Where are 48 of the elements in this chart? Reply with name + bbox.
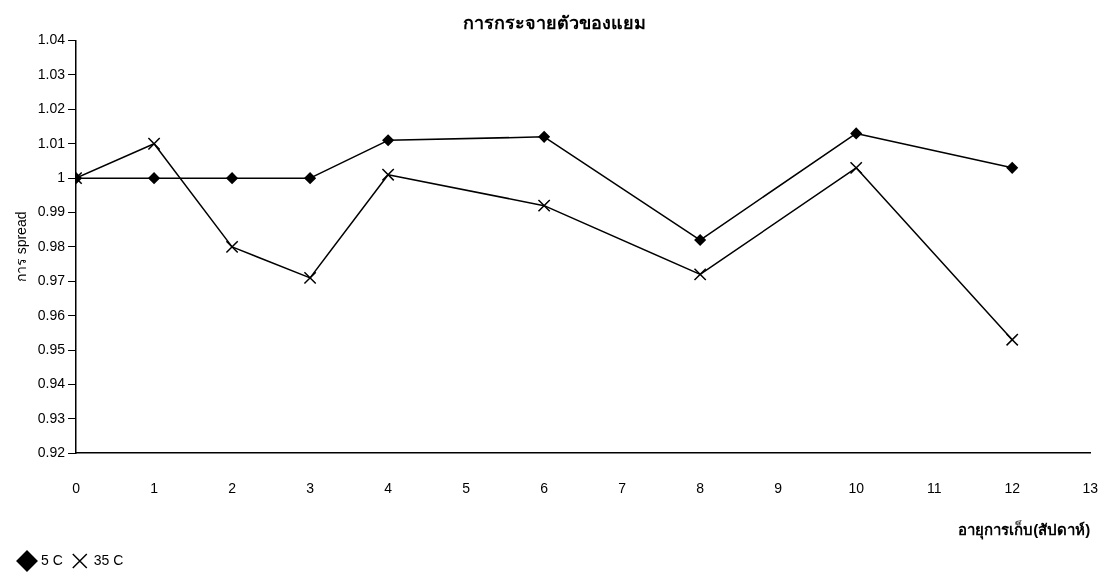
point bbox=[382, 134, 394, 147]
x-tick-label: 1 bbox=[150, 480, 159, 497]
x-tick-label: 6 bbox=[540, 480, 549, 497]
point bbox=[694, 234, 706, 246]
y-tick-label: 0.99 bbox=[37, 203, 66, 220]
y-tick-label: 1.01 bbox=[37, 134, 66, 151]
y-tick-label: 1.02 bbox=[37, 100, 66, 117]
x-tick-label: 3 bbox=[306, 480, 315, 497]
x-tick-label: 7 bbox=[618, 480, 627, 497]
x-tick-label: 12 bbox=[1004, 480, 1021, 497]
point bbox=[304, 172, 316, 184]
y-tick-label: 0.94 bbox=[37, 375, 66, 392]
point bbox=[1005, 333, 1019, 347]
x-tick-label: 13 bbox=[1082, 480, 1099, 497]
y-tick-label: 0.98 bbox=[37, 237, 66, 254]
point bbox=[1006, 162, 1018, 174]
point bbox=[225, 240, 239, 254]
point bbox=[850, 127, 862, 140]
y-tick-label: 1.03 bbox=[37, 65, 66, 82]
x-tick-label: 0 bbox=[72, 480, 81, 497]
x-tick-label: 2 bbox=[228, 480, 237, 497]
legend-label: 35 C bbox=[93, 551, 124, 568]
chart-title: การกระจายตัวของแยม bbox=[462, 12, 646, 33]
y-tick-label: 1.04 bbox=[37, 31, 66, 48]
x-tick-label: 5 bbox=[462, 480, 471, 497]
x-tick-label: 9 bbox=[774, 480, 783, 497]
x-tick-label: 4 bbox=[384, 480, 393, 497]
x-tick-label: 11 bbox=[926, 480, 942, 497]
point bbox=[849, 161, 863, 175]
x-tick-label: 8 bbox=[696, 480, 705, 497]
point bbox=[537, 199, 551, 213]
point bbox=[538, 131, 550, 143]
y-tick-label: 0.92 bbox=[37, 444, 66, 461]
point bbox=[381, 168, 395, 182]
y-tick-label: 1 bbox=[57, 168, 66, 185]
y-tick-label: 0.93 bbox=[37, 409, 66, 426]
point bbox=[147, 137, 161, 151]
point bbox=[226, 172, 238, 184]
point bbox=[693, 268, 707, 281]
x-tick-label: 10 bbox=[848, 480, 865, 497]
y-tick-label: 0.95 bbox=[37, 340, 66, 357]
legend-label: 5 C bbox=[41, 551, 63, 568]
x-axis-title: อายุการเก็บ(สัปดาห์) bbox=[958, 520, 1091, 541]
y-axis-title: การ spread bbox=[13, 211, 30, 283]
y-tick-label: 0.97 bbox=[37, 272, 66, 289]
y-tick-label: 0.96 bbox=[37, 306, 66, 323]
point bbox=[148, 172, 160, 184]
point bbox=[303, 271, 317, 285]
